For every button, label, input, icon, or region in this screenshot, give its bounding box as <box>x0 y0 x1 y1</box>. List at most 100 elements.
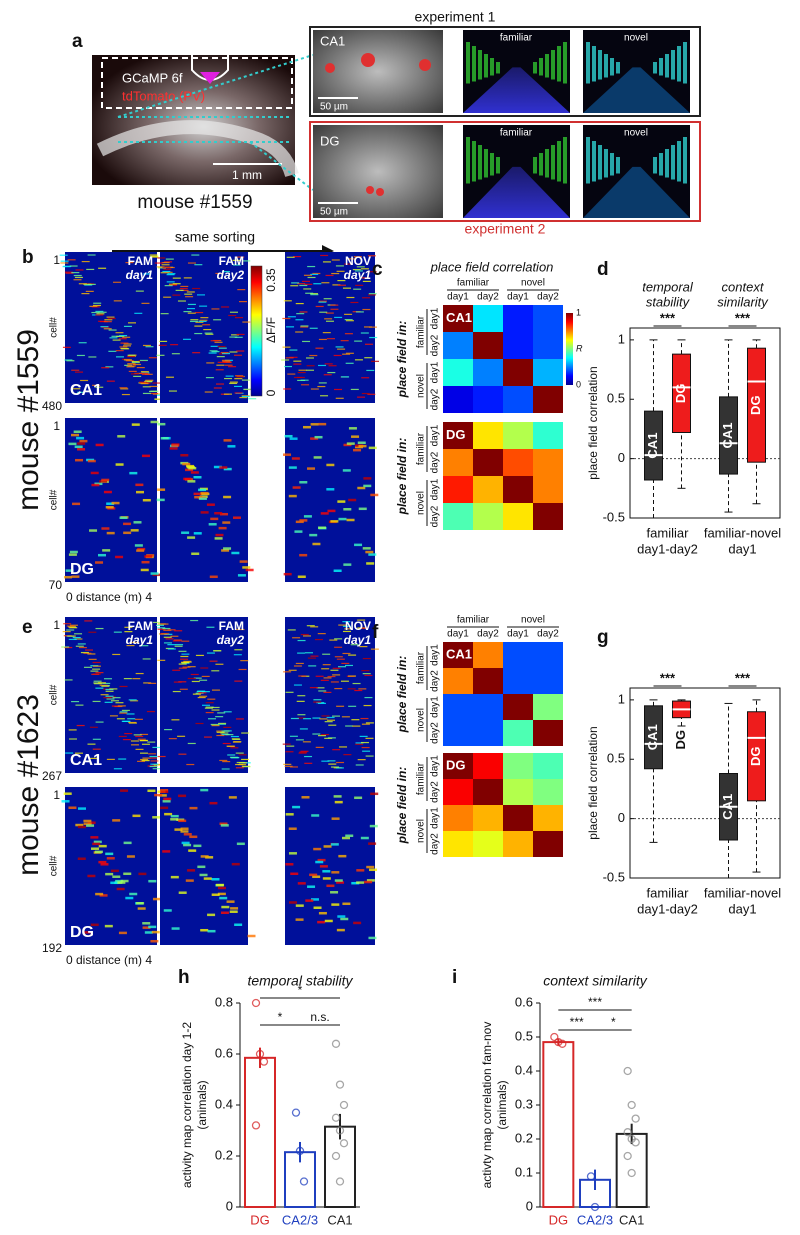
animal-point <box>623 1128 632 1137</box>
matrix-cell <box>533 305 563 332</box>
significance: *** <box>735 670 751 685</box>
matrix-cell <box>473 386 503 413</box>
matrix-cell <box>503 805 533 831</box>
matrix-cell <box>473 332 503 359</box>
row-day: day1 <box>430 361 441 383</box>
heatmap-image <box>285 617 375 773</box>
vr-wall <box>563 42 567 84</box>
stain-label: tdTomato (PV) <box>122 88 205 103</box>
box <box>644 705 663 770</box>
panel-label: g <box>597 627 609 648</box>
vr-floor <box>463 166 570 218</box>
heatmap-image <box>160 617 248 773</box>
vr-wall <box>683 137 687 184</box>
matrix-cell <box>533 642 563 668</box>
matrix-cell <box>503 720 533 746</box>
arrow-label: same sorting <box>175 229 255 245</box>
row-day: day1 <box>430 807 441 829</box>
vr-wall <box>671 50 675 80</box>
matrix-cell <box>503 476 533 503</box>
significance: * <box>278 1010 283 1024</box>
vr-wall <box>484 54 488 78</box>
colorbar-tick: 0 <box>264 389 278 396</box>
matrix-cell <box>473 503 503 530</box>
experiment-title: experiment 2 <box>465 221 546 237</box>
column-label: day1 <box>344 633 372 647</box>
row-day: day1 <box>430 644 441 666</box>
group-title: context <box>722 279 765 294</box>
vr-wall <box>563 137 567 184</box>
row-day: day2 <box>430 722 441 744</box>
vr-wall <box>592 46 596 82</box>
chart-title: temporal stability <box>247 973 353 989</box>
vr-wall <box>496 157 500 174</box>
colorbar-tick: 1 <box>576 307 581 317</box>
beam <box>200 72 220 84</box>
matrix-cell <box>533 779 563 805</box>
column-group: novel <box>521 615 545 626</box>
vr-floor <box>583 166 690 218</box>
column-day: day1 <box>507 629 529 640</box>
significance: * <box>611 1015 616 1029</box>
row-group: novel <box>416 819 427 843</box>
matrix-cell <box>473 720 503 746</box>
y-tick-label: 0 <box>618 450 625 465</box>
matrix-cell <box>503 359 533 386</box>
panel-label: c <box>372 259 383 280</box>
row-first: 1 <box>53 618 60 632</box>
matrix-cell <box>533 422 563 449</box>
animal-point <box>631 1114 640 1123</box>
row-group: novel <box>416 374 427 398</box>
hippocampus <box>96 120 299 178</box>
bar <box>244 1056 276 1208</box>
matrix-cell <box>443 805 473 831</box>
vr-wall <box>545 149 549 178</box>
vr-wall <box>683 42 687 84</box>
chart-title: context similarity <box>543 973 647 989</box>
row-last: 480 <box>42 399 62 413</box>
vr-wall <box>677 141 681 182</box>
row-day: day2 <box>430 388 441 410</box>
significance: *** <box>660 310 676 325</box>
matrix-cell <box>443 720 473 746</box>
animal-point <box>251 998 261 1008</box>
animal-point <box>331 1113 341 1122</box>
y-axis-label: activty map correlation fam-nov <box>480 1022 494 1189</box>
matrix-cell <box>443 642 473 668</box>
bar <box>542 1041 575 1208</box>
y-axis-label: place field correlation <box>586 726 600 839</box>
panel-label: e <box>22 617 33 638</box>
animal-point <box>339 1100 349 1110</box>
matrix-cell <box>533 449 563 476</box>
matrix-cell <box>533 668 563 694</box>
colorbar-tick: 0 <box>576 379 581 389</box>
animal-point <box>255 1049 265 1059</box>
matrix-cell <box>533 831 563 857</box>
matrix-cell <box>533 753 563 779</box>
matrix-cell <box>443 476 473 503</box>
matrix-cell <box>443 668 473 694</box>
column-day: day2 <box>537 629 559 640</box>
significance: * <box>298 983 303 997</box>
y-tick-label: 0.3 <box>515 1096 533 1111</box>
vr-wall <box>677 46 681 82</box>
column-label: NOV <box>345 254 371 268</box>
vr-wall <box>466 42 470 84</box>
x-axis-label: day1-day2 <box>637 901 698 916</box>
vr-wall <box>592 141 596 182</box>
matrix-name: CA1 <box>446 646 472 661</box>
vr-wall <box>586 137 590 184</box>
vr-images <box>463 30 690 218</box>
y-axis-label: activity map correlation day 1-2 <box>180 1022 194 1188</box>
column-day: day1 <box>507 292 529 303</box>
matrix-cell <box>473 694 503 720</box>
matrix-cell <box>503 422 533 449</box>
animal-point <box>299 1177 309 1186</box>
x-axis-label: day1-day2 <box>637 541 698 556</box>
panel-label: d <box>597 259 609 280</box>
row-last: 192 <box>42 941 62 955</box>
matrix-cell <box>443 359 473 386</box>
box-name: CA1 <box>720 422 735 448</box>
vr-label: familiar <box>500 33 533 44</box>
column-label: FAM <box>219 254 244 268</box>
